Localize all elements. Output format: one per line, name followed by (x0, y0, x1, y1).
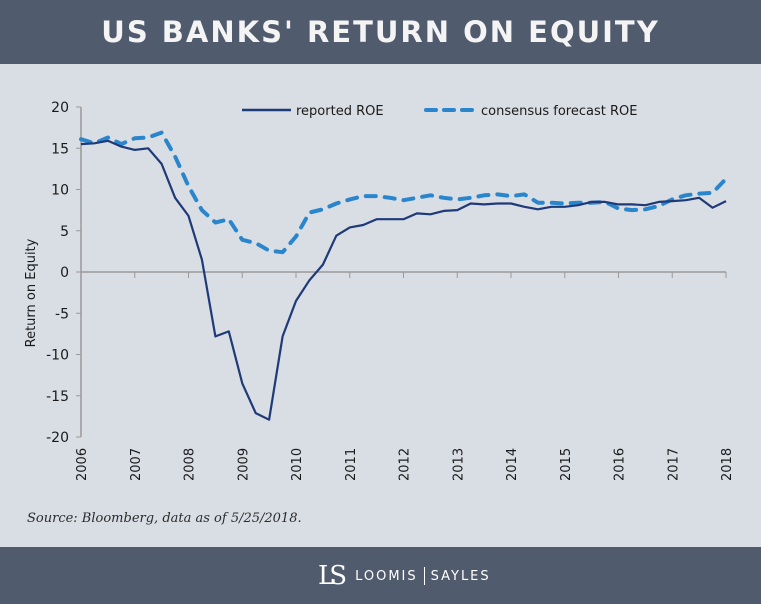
x-tick-label: 2016 (613, 448, 628, 481)
x-tick-label: 2009 (236, 448, 251, 481)
x-tick-label: 2007 (129, 448, 144, 481)
y-tick-label: 0 (60, 265, 69, 281)
legend-label-reported: reported ROE (296, 104, 384, 119)
y-tick-label: 5 (60, 224, 69, 240)
legend: reported ROE consensus forecast ROE (242, 104, 637, 119)
y-tick-label: -10 (46, 348, 69, 364)
x-tick-label: 2006 (75, 448, 90, 481)
footer-banner (0, 547, 761, 604)
x-tick-label: 2017 (666, 448, 681, 481)
x-tick-label: 2014 (505, 448, 520, 481)
x-tick-label: 2008 (183, 448, 198, 481)
brand-name-left: LOOMIS (355, 568, 418, 584)
y-axis-label: Return on Equity (24, 238, 39, 347)
series-layer (79, 130, 728, 421)
legend-label-forecast: consensus forecast ROE (481, 104, 637, 119)
y-tick-label: -5 (55, 306, 69, 322)
x-tick-label: 2010 (290, 448, 305, 481)
x-tick-label: 2018 (720, 448, 735, 481)
loomis-sayles-logo: LS LOOMIS SAYLES (318, 556, 491, 596)
y-tick-label: 10 (51, 183, 69, 199)
x-tick-label: 2013 (451, 448, 466, 481)
brand-divider (423, 567, 425, 585)
y-tick-label: -15 (46, 389, 69, 405)
x-tick-label: 2015 (559, 448, 574, 481)
x-axis: 2006 2007 2008 2009 2010 2011 2012 2013 2014 2015… (75, 271, 735, 481)
source-note: Source: Bloomberg, data as of 5/25/2018. (27, 511, 302, 526)
chart-title: US BANKS' RETURN ON EQUITY (101, 15, 660, 49)
y-axis: 20 15 10 5 0 -5 -10 -15 -20 (46, 100, 82, 446)
brand-name-right: SAYLES (430, 568, 491, 584)
title-banner: US BANKS' RETURN ON EQUITY (0, 0, 761, 64)
y-tick-label: -20 (46, 430, 69, 446)
ls-monogram-icon: LS (318, 561, 347, 591)
y-tick-label: 15 (51, 141, 69, 157)
forecast-roe-line (79, 130, 728, 255)
x-tick-label: 2011 (344, 448, 359, 481)
reported-roe-line (80, 139, 727, 421)
y-tick-label: 20 (51, 100, 69, 116)
x-tick-label: 2012 (398, 448, 413, 481)
